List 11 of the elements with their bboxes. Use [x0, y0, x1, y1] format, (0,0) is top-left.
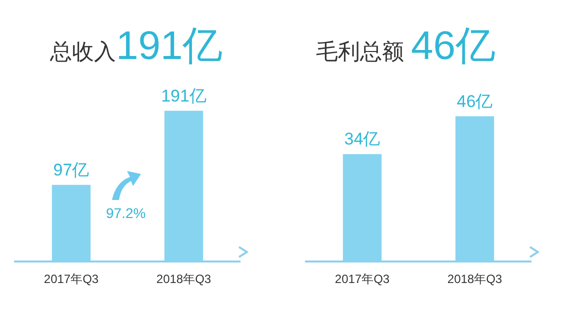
data-label: 34亿 [344, 130, 380, 149]
annotation: 97.2% [106, 205, 146, 221]
x-tick-label: 2017年Q3 [44, 272, 99, 286]
data-label: 97亿 [53, 160, 90, 180]
x-tick-label: 2017年Q3 [334, 272, 390, 286]
data-label: 46亿 [456, 92, 493, 111]
x-tick-label: 2018年Q3 [156, 272, 212, 286]
chart-title: 总收入191亿 [50, 24, 223, 68]
chart-title: 毛利总额 46亿 [316, 24, 496, 68]
data-label: 191亿 [161, 86, 206, 106]
x-tick-label: 2018年Q3 [447, 272, 502, 286]
